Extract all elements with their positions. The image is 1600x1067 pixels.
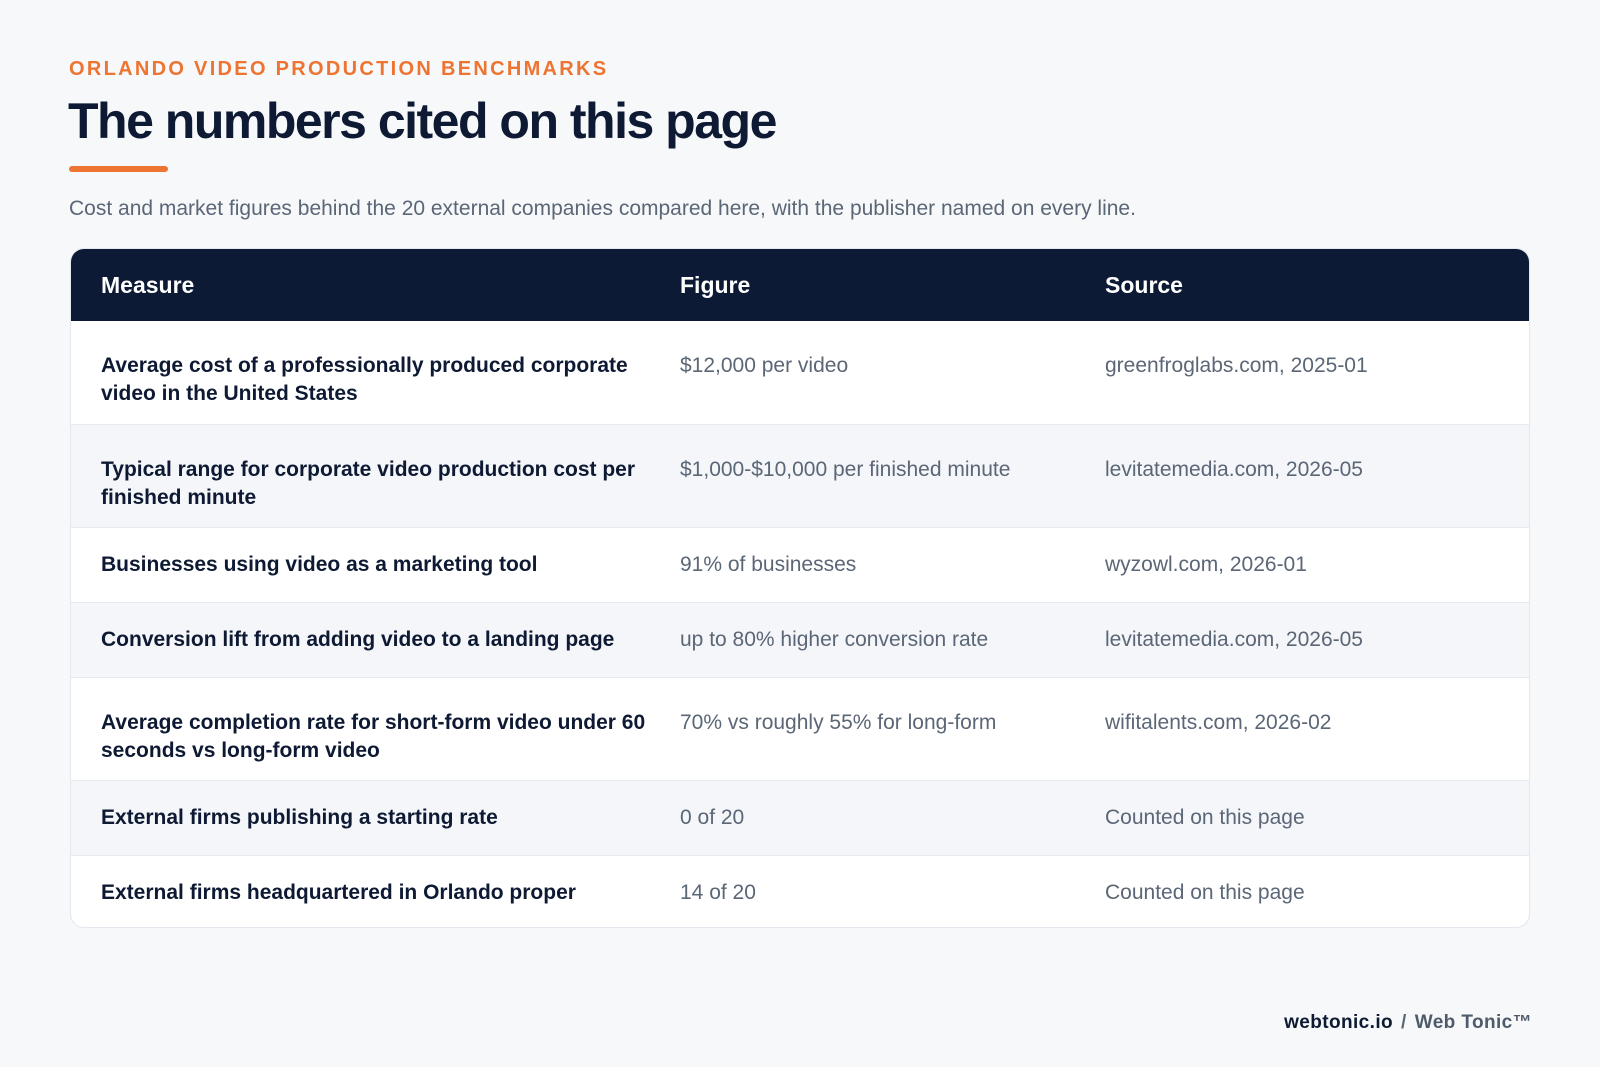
source-cell: Counted on this page bbox=[1105, 881, 1305, 904]
column-header-figure: Figure bbox=[680, 271, 751, 298]
footer-credit: webtonic.io / Web Tonic™ bbox=[1284, 1012, 1532, 1034]
measure-cell: Typical range for corporate video produc… bbox=[101, 458, 636, 509]
figure-cell: $1,000-$10,000 per finished minute bbox=[680, 458, 1011, 481]
table-row: Average completion rate for short-form v… bbox=[71, 677, 1529, 780]
figure-cell: 91% of businesses bbox=[680, 553, 857, 576]
table-row: Conversion lift from adding video to a l… bbox=[71, 602, 1529, 677]
table-header: Measure Figure Source bbox=[71, 249, 1529, 321]
measure-cell: Average completion rate for short-form v… bbox=[101, 711, 646, 762]
source-cell: wifitalents.com, 2026-02 bbox=[1105, 711, 1332, 734]
column-header-source: Source bbox=[1105, 271, 1183, 298]
source-cell: levitatemedia.com, 2026-05 bbox=[1105, 458, 1363, 481]
source-cell: wyzowl.com, 2026-01 bbox=[1105, 553, 1307, 576]
footer-brand: Web Tonic™ bbox=[1414, 1012, 1532, 1033]
measure-cell: Average cost of a professionally produce… bbox=[101, 354, 628, 405]
eyebrow-label: ORLANDO VIDEO PRODUCTION BENCHMARKS bbox=[69, 58, 609, 80]
figure-cell: 14 of 20 bbox=[680, 881, 756, 904]
measure-cell: External firms headquartered in Orlando … bbox=[101, 881, 576, 904]
benchmarks-table: Measure Figure Source Average cost of a … bbox=[70, 248, 1530, 928]
title-accent-bar bbox=[69, 166, 168, 172]
measure-cell: Conversion lift from adding video to a l… bbox=[101, 628, 615, 651]
table-row: External firms publishing a starting rat… bbox=[71, 780, 1529, 855]
source-cell: Counted on this page bbox=[1105, 806, 1305, 829]
table-row: Businesses using video as a marketing to… bbox=[71, 527, 1529, 602]
measure-cell: External firms publishing a starting rat… bbox=[101, 806, 498, 829]
source-cell: levitatemedia.com, 2026-05 bbox=[1105, 628, 1363, 651]
column-header-measure: Measure bbox=[101, 271, 195, 298]
footer-separator: / bbox=[1401, 1012, 1407, 1033]
table-row: Typical range for corporate video produc… bbox=[71, 424, 1529, 527]
page-title: The numbers cited on this page bbox=[68, 93, 777, 149]
figure-cell: 0 of 20 bbox=[680, 806, 745, 829]
figure-cell: up to 80% higher conversion rate bbox=[680, 628, 989, 651]
source-cell: greenfroglabs.com, 2025-01 bbox=[1105, 354, 1368, 377]
page-subtitle: Cost and market figures behind the 20 ex… bbox=[69, 197, 1136, 220]
measure-cell: Businesses using video as a marketing to… bbox=[101, 553, 538, 576]
figure-cell: $12,000 per video bbox=[680, 354, 849, 377]
table-row: External firms headquartered in Orlando … bbox=[71, 855, 1529, 927]
figure-cell: 70% vs roughly 55% for long-form bbox=[680, 711, 997, 734]
table-row: Average cost of a professionally produce… bbox=[71, 321, 1529, 424]
footer-site: webtonic.io bbox=[1284, 1012, 1394, 1033]
